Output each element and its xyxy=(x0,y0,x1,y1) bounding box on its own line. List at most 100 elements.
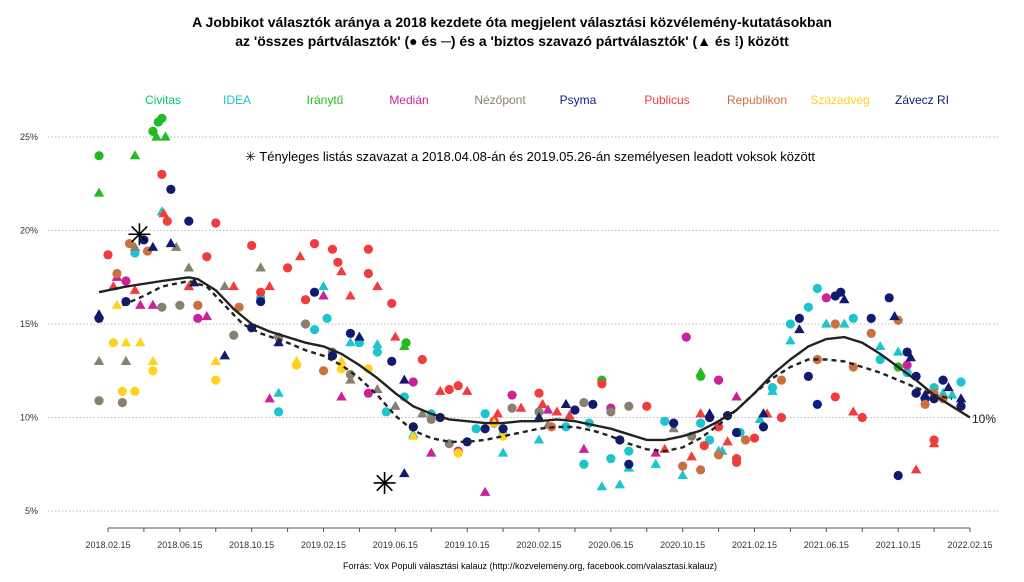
point-triangle-idea xyxy=(372,339,383,349)
point-circle-medi-n xyxy=(193,313,203,323)
point-circle-republikon xyxy=(920,399,930,410)
point-triangle-publicus xyxy=(372,281,383,291)
end-value-label: 10% xyxy=(972,412,996,426)
y-tick-label: 5% xyxy=(25,506,38,516)
point-circle-z-vecz-ri xyxy=(884,293,894,303)
point-circle-medi-n xyxy=(681,332,691,342)
point-circle-publicus xyxy=(830,392,840,402)
point-circle-publicus xyxy=(749,433,760,443)
x-tick-label: 2021.06.15 xyxy=(804,540,849,550)
x-tick-label: 2018.02.15 xyxy=(85,540,130,550)
point-triangle-publicus xyxy=(551,406,563,416)
point-triangle-idea xyxy=(754,413,766,423)
gridlines xyxy=(48,136,1000,512)
point-circle-publicus xyxy=(857,412,867,423)
point-circle-z-vecz-ri xyxy=(94,313,104,323)
point-triangle-n-z-pont xyxy=(129,241,141,251)
legend-item-republikon: Republikon xyxy=(727,93,787,107)
point-circle-sz-zadv-g xyxy=(291,360,302,370)
point-circle-z-vecz-ri xyxy=(836,287,846,297)
point-circle-idea xyxy=(322,313,332,323)
point-circle-z-vecz-ri xyxy=(902,347,912,357)
point-circle-republikon xyxy=(830,319,840,329)
point-circle-z-vecz-ri xyxy=(624,459,634,469)
point-triangle-n-z-pont xyxy=(372,383,383,394)
point-circle-sz-zadv-g xyxy=(453,448,463,458)
point-triangle-sz-zadv-g xyxy=(135,337,146,347)
point-circle-publicus xyxy=(363,244,373,254)
x-tick-label: 2018.06.15 xyxy=(157,540,202,550)
trend-line-certain-voters xyxy=(121,279,953,453)
x-tick-label: 2022.02.15 xyxy=(947,540,992,550)
chart-title-line2: az 'összes pártválasztók' (● és ─) és a … xyxy=(235,33,789,49)
point-circle-z-vecz-ri xyxy=(588,399,598,410)
actual-result-note: ✳ Tényleges listás szavazat a 2018.04.08… xyxy=(245,149,815,164)
point-circle-publicus xyxy=(300,295,311,305)
point-triangle-idea xyxy=(533,434,545,444)
point-triangle-n-z-pont xyxy=(345,374,356,384)
point-circle-n-z-pont xyxy=(579,397,589,408)
point-triangle-z-vecz-ri xyxy=(955,393,967,403)
point-circle-publicus xyxy=(534,388,544,398)
point-circle-republikon xyxy=(678,461,688,471)
point-triangle-n-z-pont xyxy=(93,355,105,365)
point-circle-z-vecz-ri xyxy=(345,328,356,338)
point-triangle-publicus xyxy=(129,284,141,294)
point-triangle-publicus xyxy=(345,290,356,300)
point-triangle-publicus xyxy=(294,251,306,261)
point-triangle-idea xyxy=(937,387,949,397)
point-circle-medi-n xyxy=(821,293,831,303)
point-circle-idea xyxy=(803,302,813,312)
point-triangle-medi-n xyxy=(650,447,661,457)
point-circle-n-z-pont xyxy=(606,407,616,417)
point-triangle-sz-zadv-g xyxy=(147,355,159,365)
point-triangle-idea xyxy=(821,318,832,328)
point-circle-ir-nyt- xyxy=(157,113,167,123)
point-triangle-ir-nyt- xyxy=(695,367,706,377)
x-tick-label: 2020.10.15 xyxy=(660,540,705,550)
point-circle-z-vecz-ri xyxy=(938,375,948,385)
point-circle-publicus xyxy=(453,381,463,391)
x-tick-label: 2019.10.15 xyxy=(445,540,490,550)
point-triangle-publicus xyxy=(435,385,446,395)
actual-result-markers xyxy=(128,223,396,494)
point-circle-z-vecz-ri xyxy=(498,424,508,434)
point-triangle-publicus xyxy=(183,281,195,291)
point-triangle-z-vecz-ri xyxy=(273,337,284,347)
trend-lines xyxy=(98,276,971,453)
point-circle-z-vecz-ri xyxy=(387,356,397,366)
point-circle-sz-zadv-g xyxy=(148,366,158,376)
point-circle-idea xyxy=(561,422,571,432)
point-triangle-sz-zadv-g xyxy=(120,337,132,347)
point-circle-idea xyxy=(660,416,670,426)
point-circle-medi-n xyxy=(408,377,418,387)
point-circle-z-vecz-ri xyxy=(480,424,490,434)
point-triangle-publicus xyxy=(264,281,275,291)
point-circle-idea xyxy=(274,407,284,417)
point-triangle-z-vecz-ri xyxy=(905,352,916,362)
point-circle-sz-zadv-g xyxy=(108,338,118,348)
point-triangle-publicus xyxy=(928,438,940,448)
point-triangle-n-z-pont xyxy=(120,355,132,365)
point-triangle-medi-n xyxy=(318,290,329,300)
point-circle-publicus xyxy=(444,384,454,395)
point-circle-z-vecz-ri xyxy=(893,470,903,481)
point-triangle-medi-n xyxy=(135,299,146,309)
point-circle-publicus xyxy=(363,268,373,279)
point-triangle-medi-n xyxy=(542,404,554,414)
actual-result-star xyxy=(373,471,396,494)
point-triangle-idea xyxy=(318,281,329,291)
point-circle-republikon xyxy=(234,302,244,312)
point-triangle-idea xyxy=(767,385,778,395)
point-triangle-sz-zadv-g xyxy=(210,355,221,365)
point-circle-publicus xyxy=(731,454,742,464)
point-circle-ir-nyt- xyxy=(94,151,104,161)
point-circle-republikon xyxy=(713,450,724,460)
point-circle-republikon xyxy=(318,366,329,376)
point-triangle-n-z-pont xyxy=(417,408,428,418)
point-triangle-publicus xyxy=(492,408,503,418)
point-circle-publicus xyxy=(309,238,320,249)
point-circle-publicus xyxy=(327,244,338,254)
point-triangle-z-vecz-ri xyxy=(165,238,177,248)
point-circle-publicus xyxy=(699,440,709,451)
